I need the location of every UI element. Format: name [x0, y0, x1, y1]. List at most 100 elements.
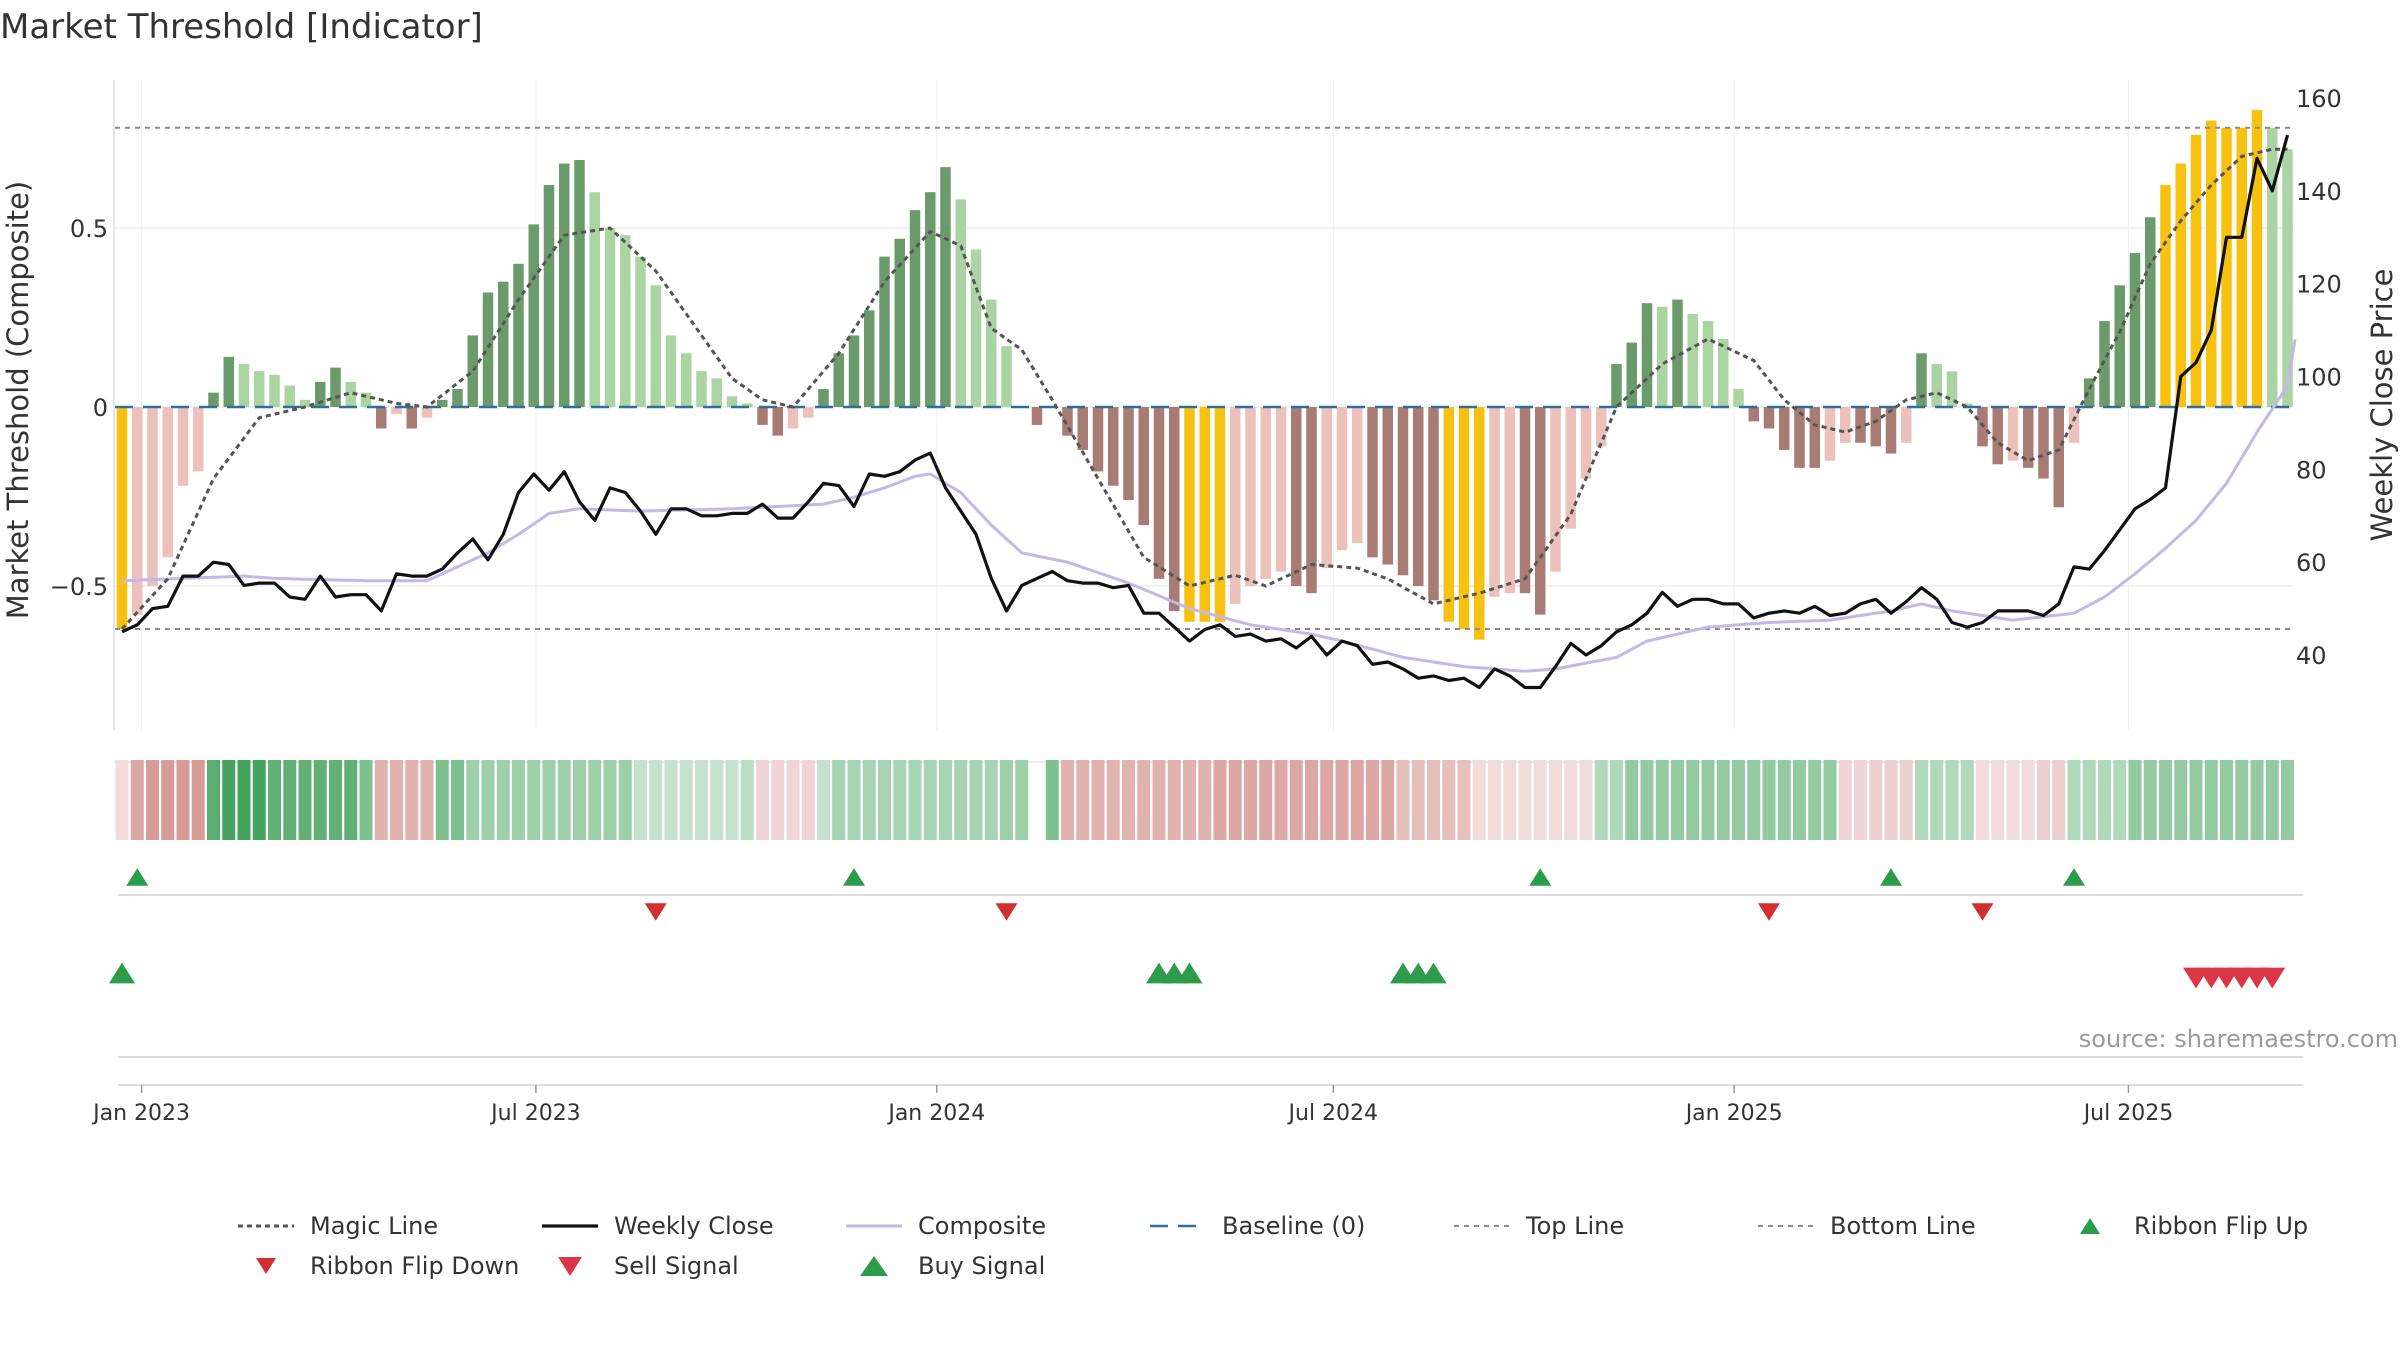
legend-label: Buy Signal: [918, 1252, 1045, 1280]
ribbon-cell: [939, 760, 952, 840]
legend-item: Sell Signal: [558, 1252, 739, 1280]
histogram-bar: [833, 353, 844, 407]
ribbon-cell: [1411, 760, 1425, 840]
ribbon-cell: [1457, 760, 1471, 840]
ribbon-cell: [1228, 760, 1242, 840]
histogram-bar: [1840, 407, 1851, 443]
histogram-bar: [1428, 407, 1439, 601]
ribbon-cell: [862, 760, 876, 840]
histogram-bar: [1504, 407, 1515, 594]
ribbon-cell: [1244, 760, 1257, 840]
legend-label: Ribbon Flip Up: [2134, 1212, 2308, 1240]
ribbon-flip-down-marker: [995, 903, 1018, 921]
ribbon-cell: [1137, 760, 1151, 840]
histogram-bar: [498, 281, 509, 407]
histogram-bar: [2023, 407, 2034, 468]
ribbon-cell: [2174, 760, 2188, 840]
histogram-bar: [330, 367, 341, 407]
source-note: source: sharemaestro.com: [2079, 1025, 2398, 1053]
histogram-bar: [2236, 127, 2247, 407]
ribbon-cell: [1122, 760, 1135, 840]
histogram-bar: [848, 335, 860, 407]
ribbon-cell: [664, 760, 678, 840]
histogram-bar: [909, 210, 921, 407]
ribbon-cell: [1793, 760, 1806, 840]
buy-signal-marker: [1176, 962, 1203, 984]
histogram-bar: [696, 371, 707, 407]
histogram-bar: [1108, 407, 1119, 486]
ribbon-cell: [1579, 760, 1593, 840]
ribbon-cell: [1808, 760, 1822, 840]
ribbon-cell: [1000, 760, 1013, 840]
x-tick-label-5: Jul 2025: [2082, 1101, 2174, 1126]
ribbon-flip-up-marker: [126, 868, 149, 886]
ribbon-cell: [1823, 760, 1837, 840]
ribbon-cell: [1533, 760, 1547, 840]
histogram-bar: [1702, 321, 1714, 407]
histogram-bar: [589, 192, 600, 407]
histogram-bar: [2160, 185, 2171, 407]
ribbon-cell: [1289, 760, 1303, 840]
legend-item: Baseline (0): [1150, 1212, 1365, 1240]
ribbon-cell: [313, 760, 327, 840]
legend-label: Top Line: [1525, 1212, 1624, 1240]
ribbon-cell: [146, 760, 159, 840]
ribbon-cell: [1732, 760, 1745, 840]
legend-label: Magic Line: [310, 1212, 438, 1240]
series-lines: [120, 134, 2297, 690]
ribbon-cell: [237, 760, 251, 840]
y2-tick-label-1: 60: [2296, 549, 2327, 577]
ribbon-cell: [1686, 760, 1700, 840]
ribbon-cell: [451, 760, 464, 840]
histogram-bar: [1718, 338, 1729, 407]
ribbon-cell: [1213, 760, 1227, 840]
ribbon-cell: [1427, 760, 1440, 840]
histogram-bar: [1763, 407, 1775, 429]
histogram-bar: [1824, 407, 1836, 461]
histogram-bar: [1214, 407, 1226, 622]
histogram-bar: [1458, 407, 1470, 629]
ribbon-cell: [405, 760, 419, 840]
ribbon-cell: [1854, 760, 1867, 840]
ribbon-cell: [573, 760, 586, 840]
histogram-bar: [1199, 407, 1210, 622]
histogram-bar: [1336, 407, 1348, 551]
histogram-bar: [970, 249, 982, 407]
ribbon-cell: [1061, 760, 1074, 840]
ribbon-cell: [771, 760, 785, 840]
sell-signal-marker: [2259, 967, 2286, 989]
ribbon-cell: [1015, 760, 1029, 840]
ribbon-cell: [908, 760, 922, 840]
ribbon-cell: [222, 760, 236, 840]
histogram-bar: [986, 299, 997, 407]
ribbon-cell: [2113, 760, 2127, 840]
y2-tick-label-4: 120: [2296, 271, 2342, 299]
buy-signal-marker: [109, 962, 135, 984]
ribbon-cell: [618, 760, 632, 840]
ribbon-flip-up-marker: [2063, 868, 2085, 886]
ribbon-cell: [1320, 760, 1334, 840]
histogram-bar: [620, 235, 631, 407]
histogram-bar: [1352, 407, 1363, 544]
ribbon-cell: [1564, 760, 1578, 840]
histogram-bar: [2053, 407, 2064, 508]
histogram-bar: [1367, 407, 1378, 558]
histogram-bar: [1413, 407, 1424, 586]
ribbon-cell: [588, 760, 602, 840]
histogram-bar: [1641, 303, 1653, 407]
ribbon-cell: [1610, 760, 1623, 840]
legend-item: Buy Signal: [860, 1252, 1045, 1280]
ribbon-cell: [1884, 760, 1898, 840]
histogram-bar: [2206, 120, 2217, 407]
ribbon-cell: [1503, 760, 1517, 840]
ribbon-cell: [1167, 760, 1181, 840]
ribbon-cell: [740, 760, 754, 840]
legend-item: Composite: [846, 1212, 1046, 1240]
histogram-bar: [2267, 127, 2278, 407]
histogram-bar: [803, 407, 814, 418]
histogram-bar: [2190, 134, 2202, 408]
histogram-bar: [193, 407, 204, 472]
ribbon-cell: [878, 760, 891, 840]
ribbon-cell: [634, 760, 647, 840]
histogram-bar: [894, 238, 905, 407]
